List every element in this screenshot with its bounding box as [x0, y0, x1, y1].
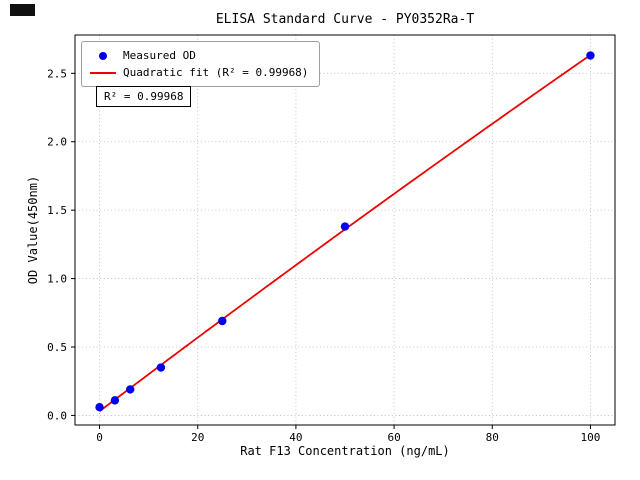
y-tick-label: 0.5 — [47, 341, 67, 354]
y-tick-label: 2.0 — [47, 136, 67, 149]
x-tick-label: 100 — [581, 431, 601, 444]
legend-label: Quadratic fit (R² = 0.99968) — [123, 66, 309, 79]
chart-title: ELISA Standard Curve - PY0352Ra-T — [215, 12, 475, 27]
legend-label: Measured OD — [123, 49, 196, 62]
quadratic-fit-line — [99, 54, 591, 412]
data-point — [340, 222, 350, 231]
x-tick-label: 0 — [96, 431, 103, 444]
legend-item-measured-od: Measured OD — [89, 47, 308, 64]
y-axis-label: OD Value(450nm) — [26, 175, 40, 285]
x-tick-label: 80 — [486, 431, 499, 444]
r-squared-annotation: R² = 0.99968 — [96, 86, 192, 107]
data-point — [156, 363, 166, 372]
data-point — [586, 51, 595, 60]
data-point — [110, 396, 120, 405]
y-tick-label: 0.0 — [47, 409, 67, 422]
scatter-marker-icon — [99, 51, 107, 60]
x-tick-label: 20 — [191, 431, 204, 444]
line-marker-icon — [90, 71, 116, 74]
corner-mark — [10, 4, 35, 16]
data-point — [218, 316, 227, 326]
legend: Measured OD Quadratic fit (R² = 0.99968) — [81, 41, 321, 87]
y-tick-label: 1.5 — [47, 204, 67, 217]
y-tick-label: 2.5 — [47, 67, 67, 80]
legend-item-quadratic-fit: Quadratic fit (R² = 0.99968) — [89, 64, 308, 81]
legend-handle — [89, 51, 117, 60]
x-tick-label: 40 — [289, 431, 302, 444]
x-tick-label: 60 — [387, 431, 400, 444]
data-point — [95, 403, 104, 412]
legend-handle — [89, 71, 117, 74]
y-tick-label: 1.0 — [47, 273, 67, 286]
data-point — [126, 385, 135, 394]
plot-frame — [74, 34, 616, 426]
x-axis-label: Rat F13 Concentration (ng/mL) — [240, 444, 450, 458]
